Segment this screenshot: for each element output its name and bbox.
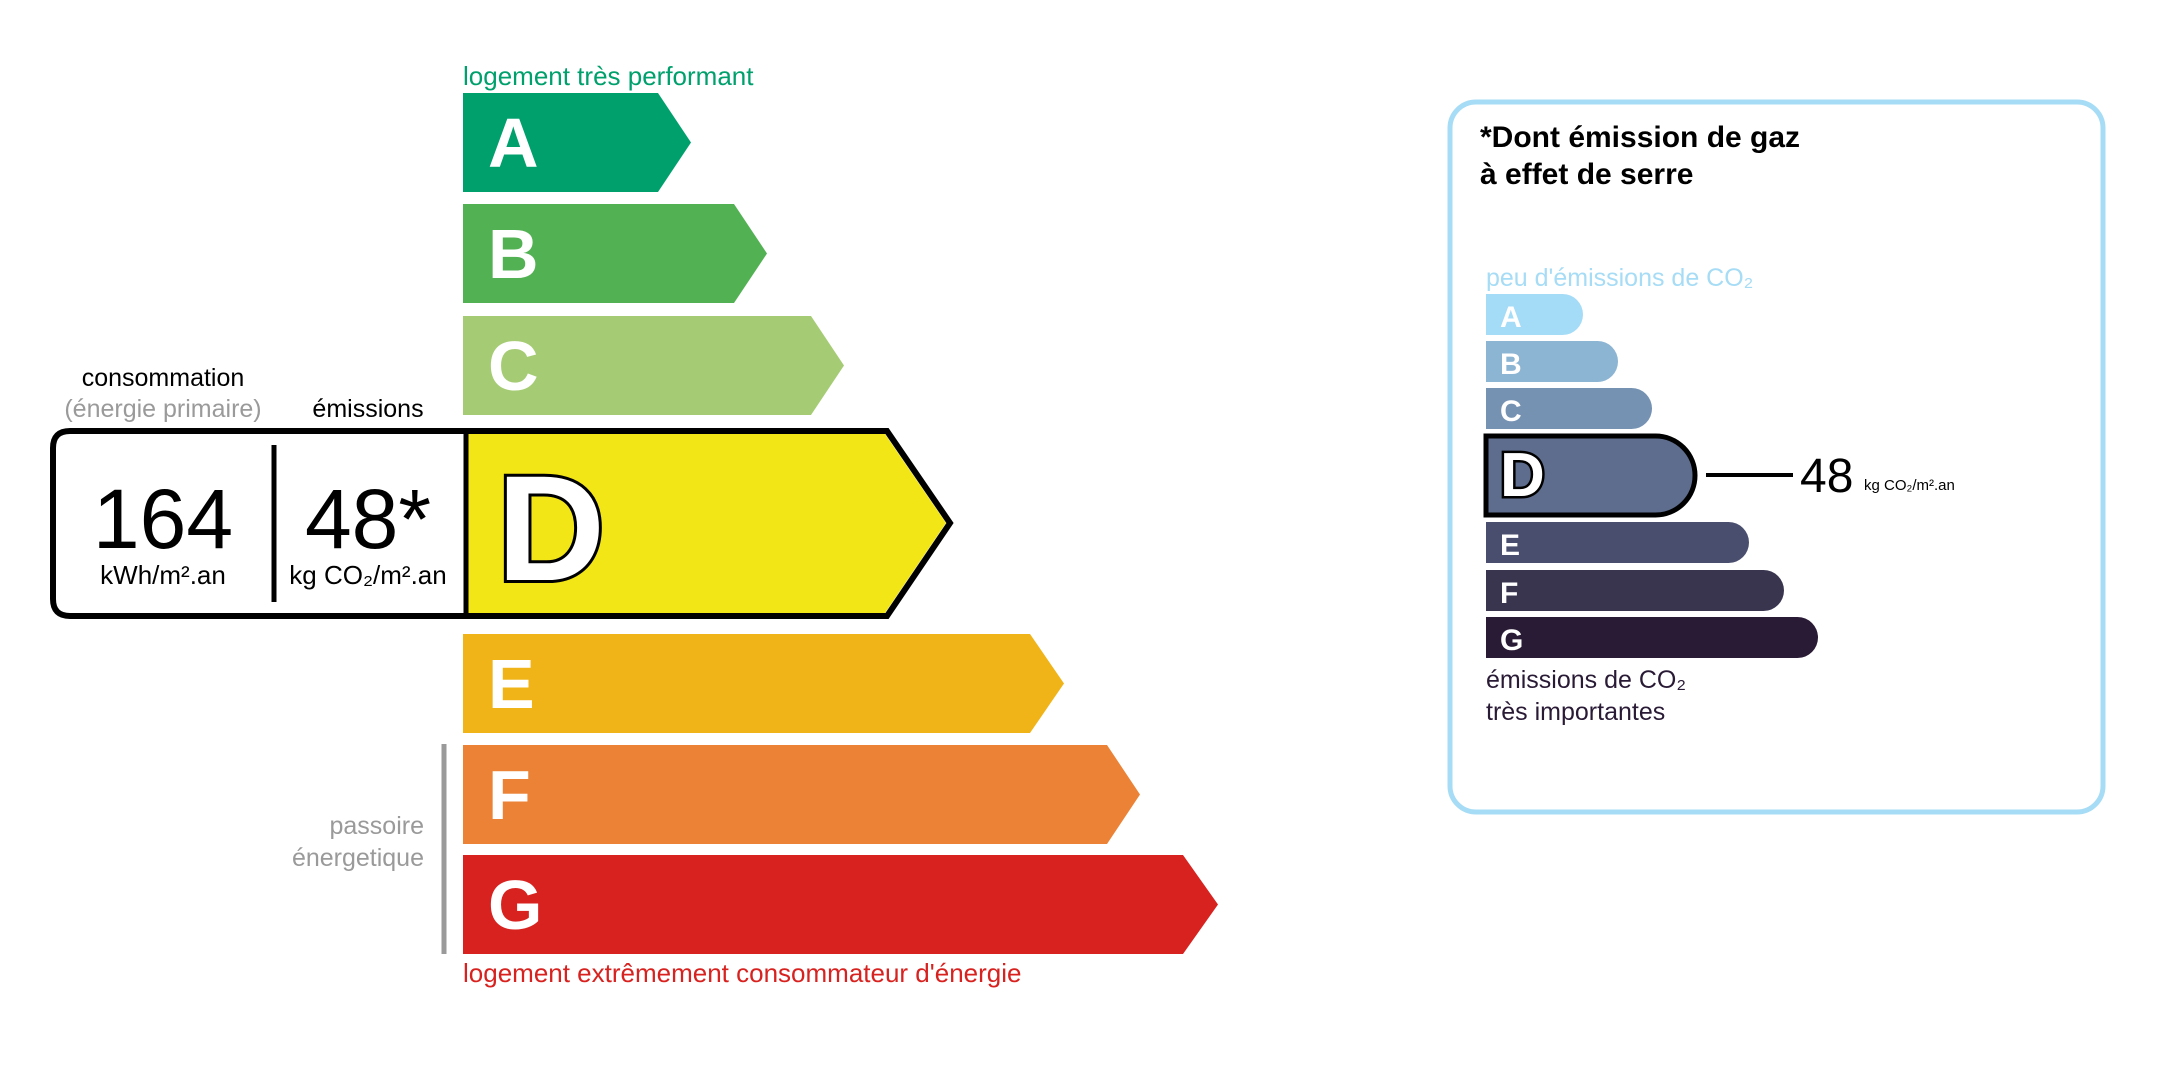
passoire-label-line1: passoire xyxy=(330,812,425,840)
ghg-value: 48 xyxy=(1800,450,1853,503)
ghg-title-line1: *Dont émission de gaz xyxy=(1480,121,1800,154)
consumption-sublabel: (énergie primaire) xyxy=(64,395,261,423)
energy-bar-letter-f: F xyxy=(488,756,531,834)
energy-current-letter: D xyxy=(497,444,605,612)
energy-top-label: logement très performant xyxy=(463,61,754,91)
ghg-bar-letter-e: E xyxy=(1500,529,1520,562)
consumption-unit: kWh/m².an xyxy=(100,560,226,590)
ghg-bar-letter-f: F xyxy=(1500,577,1518,610)
energy-bar-b xyxy=(463,204,767,303)
energy-bar-g xyxy=(463,855,1218,954)
ghg-bar-letter-c: C xyxy=(1500,395,1522,428)
energy-bar-f xyxy=(463,745,1140,844)
energy-bar-letter-g: G xyxy=(488,866,542,944)
energy-bar-c xyxy=(463,316,844,415)
ghg-bar-letter-a: A xyxy=(1500,301,1522,334)
energy-current-bar xyxy=(468,434,946,613)
ghg-unit: kg CO₂/m².an xyxy=(1864,477,1955,494)
ghg-bottom-label-line1: émissions de CO₂ xyxy=(1486,666,1686,694)
consumption-label: consommation xyxy=(82,364,245,392)
ghg-bar-f xyxy=(1486,570,1784,611)
emissions-value: 48* xyxy=(305,472,431,566)
ghg-bar-g xyxy=(1486,617,1818,658)
ghg-bar-letter-g: G xyxy=(1500,624,1523,657)
emissions-unit: kg CO₂/m².an xyxy=(289,560,446,590)
energy-bar-a xyxy=(463,93,691,192)
emissions-label: émissions xyxy=(312,395,423,423)
ghg-title-line2: à effet de serre xyxy=(1480,158,1693,191)
energy-bar-letter-b: B xyxy=(488,215,539,293)
passoire-label-line2: énergetique xyxy=(292,844,424,872)
ghg-bottom-label-line2: très importantes xyxy=(1486,698,1665,726)
energy-bar-letter-e: E xyxy=(488,645,535,723)
ghg-bar-a xyxy=(1486,294,1583,335)
ghg-bar-e xyxy=(1486,522,1749,563)
ghg-bar-d xyxy=(1483,433,1698,518)
ghg-top-label: peu d'émissions de CO₂ xyxy=(1486,264,1753,292)
energy-bottom-label: logement extrêmement consommateur d'éner… xyxy=(463,958,1021,988)
ghg-bar-letter-b: B xyxy=(1500,348,1522,381)
ghg-bar-b xyxy=(1486,341,1618,382)
ghg-bar-c xyxy=(1486,388,1652,429)
ghg-bar-letter-d: D xyxy=(1500,441,1545,510)
energy-current-box xyxy=(50,428,954,619)
consumption-value: 164 xyxy=(93,472,233,566)
energy-bar-letter-a: A xyxy=(488,104,539,182)
energy-bar-e xyxy=(463,634,1064,733)
energy-bar-letter-c: C xyxy=(488,327,539,405)
